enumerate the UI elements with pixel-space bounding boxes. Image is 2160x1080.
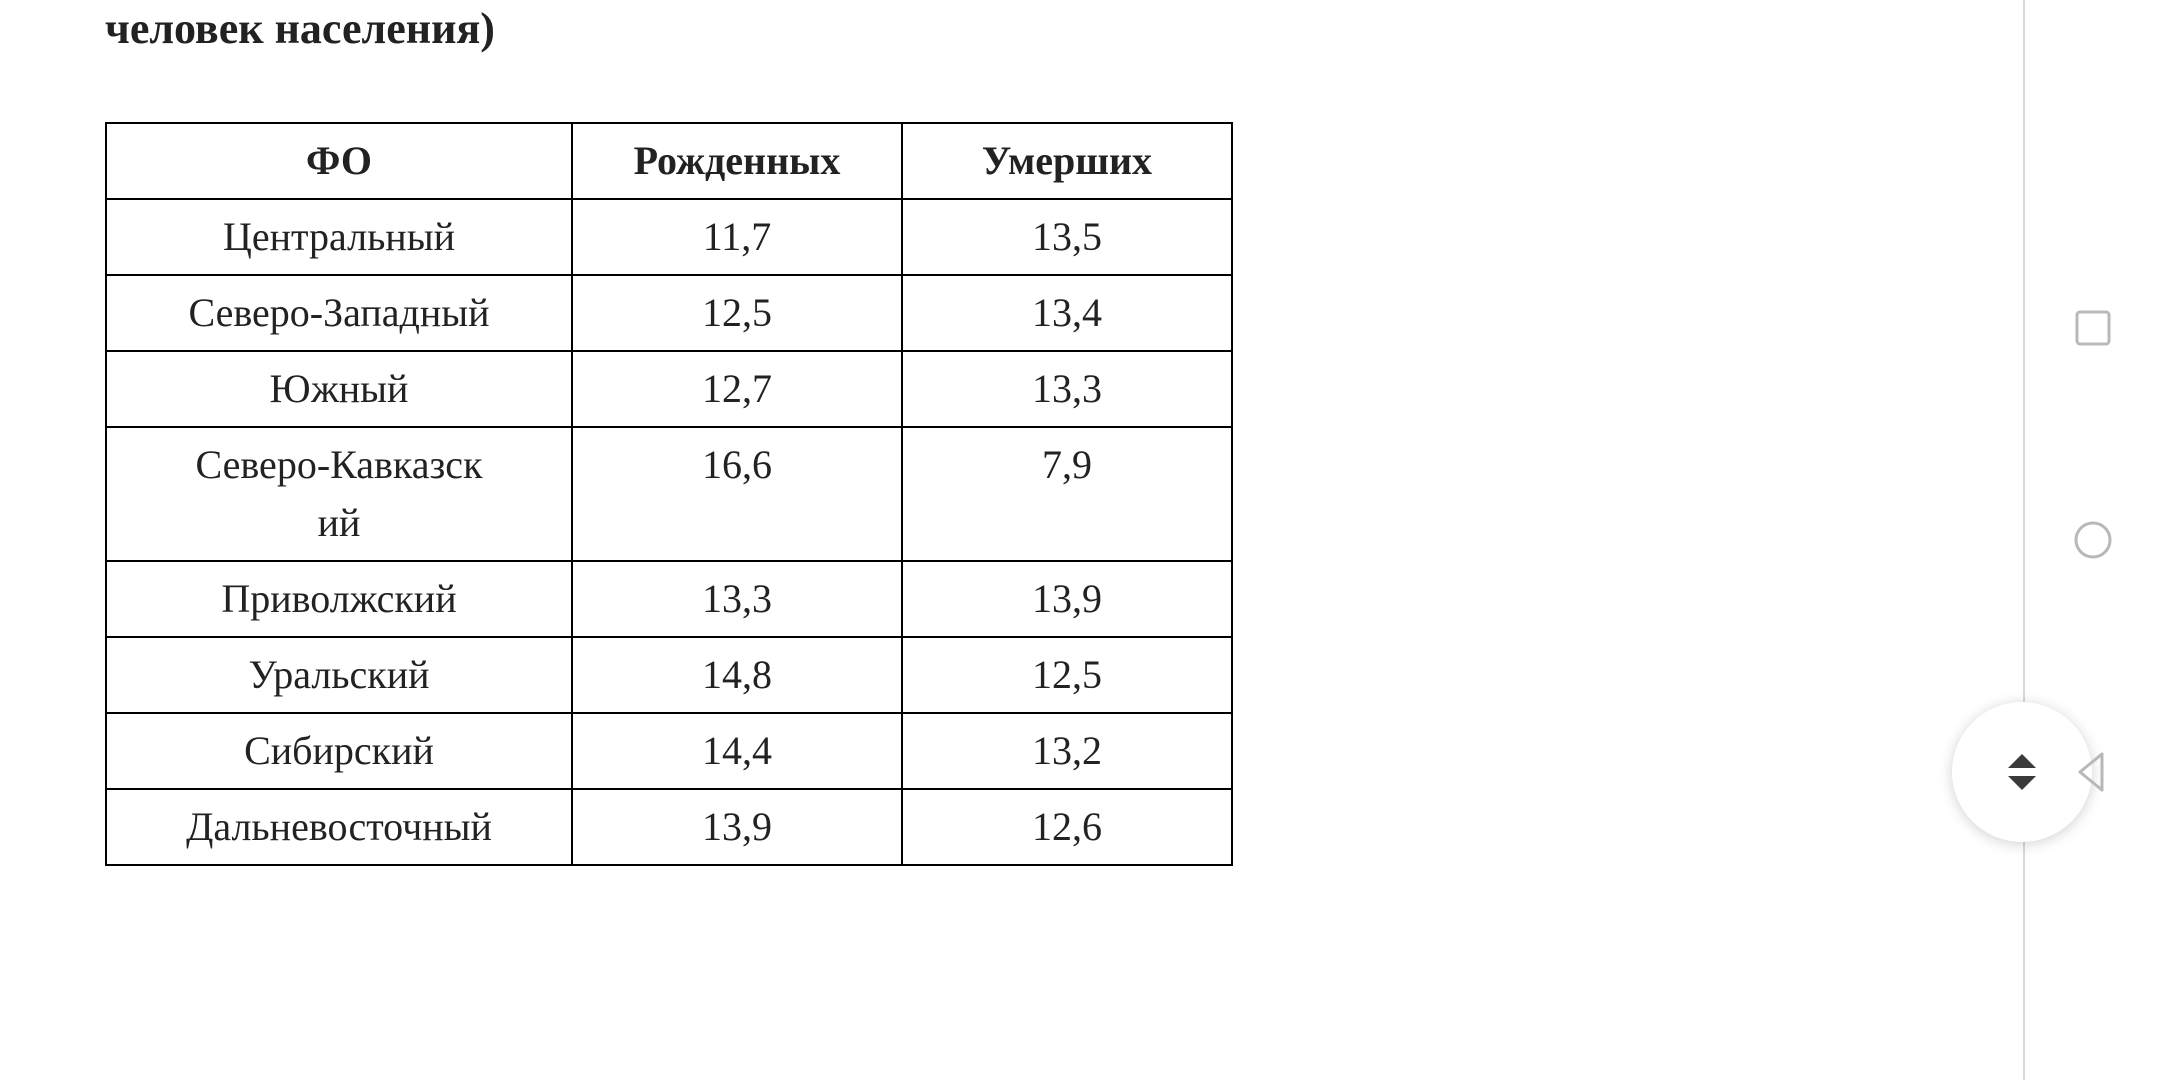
table-cell-died: 13,3 <box>902 351 1232 427</box>
recent-apps-icon[interactable] <box>2072 307 2114 349</box>
table-header-cell: Умерших <box>902 123 1232 199</box>
table-cell-born: 14,8 <box>572 637 902 713</box>
table-cell-died: 13,2 <box>902 713 1232 789</box>
table-row: Северо-Кавказский 16,6 7,9 <box>106 427 1232 561</box>
chevron-up-icon <box>2008 754 2036 768</box>
table-cell-died: 13,9 <box>902 561 1232 637</box>
chevron-down-icon <box>2008 776 2036 790</box>
table-cell-born: 11,7 <box>572 199 902 275</box>
table-cell-died: 12,6 <box>902 789 1232 865</box>
table-cell-region: Центральный <box>106 199 572 275</box>
table-cell-born: 16,6 <box>572 427 902 561</box>
table-cell-region: Южный <box>106 351 572 427</box>
table-cell-region: Приволжский <box>106 561 572 637</box>
table-cell-region: Северо-Кавказский <box>106 427 572 561</box>
page-title: человек населения) <box>105 0 2025 57</box>
table-row: Уральский 14,8 12,5 <box>106 637 1232 713</box>
table-cell-died: 12,5 <box>902 637 1232 713</box>
table-cell-died: 13,4 <box>902 275 1232 351</box>
data-table: ФО Рожденных Умерших Центральный 11,7 13… <box>105 122 1233 866</box>
table-cell-died: 7,9 <box>902 427 1232 561</box>
table-row: Сибирский 14,4 13,2 <box>106 713 1232 789</box>
table-cell-region: Сибирский <box>106 713 572 789</box>
table-header-cell: Рожденных <box>572 123 902 199</box>
content-area: человек населения) ФО Рожденных Умерших … <box>0 0 2025 1080</box>
table-cell-born: 13,9 <box>572 789 902 865</box>
table-header-cell: ФО <box>106 123 572 199</box>
table-cell-born: 12,7 <box>572 351 902 427</box>
table-row: Центральный 11,7 13,5 <box>106 199 1232 275</box>
table-cell-born: 12,5 <box>572 275 902 351</box>
table-header-row: ФО Рожденных Умерших <box>106 123 1232 199</box>
table-cell-region: Уральский <box>106 637 572 713</box>
table-row: Дальневосточный 13,9 12,6 <box>106 789 1232 865</box>
table-cell-born: 14,4 <box>572 713 902 789</box>
back-icon[interactable] <box>2068 748 2116 801</box>
table-cell-born: 13,3 <box>572 561 902 637</box>
table-row: Приволжский 13,3 13,9 <box>106 561 1232 637</box>
table-cell-region: Дальневосточный <box>106 789 572 865</box>
table-row: Северо-Западный 12,5 13,4 <box>106 275 1232 351</box>
table-cell-region: Северо-Западный <box>106 275 572 351</box>
table-cell-died: 13,5 <box>902 199 1232 275</box>
home-icon[interactable] <box>2072 519 2114 561</box>
android-nav-rail <box>2025 0 2160 1080</box>
table-row: Южный 12,7 13,3 <box>106 351 1232 427</box>
